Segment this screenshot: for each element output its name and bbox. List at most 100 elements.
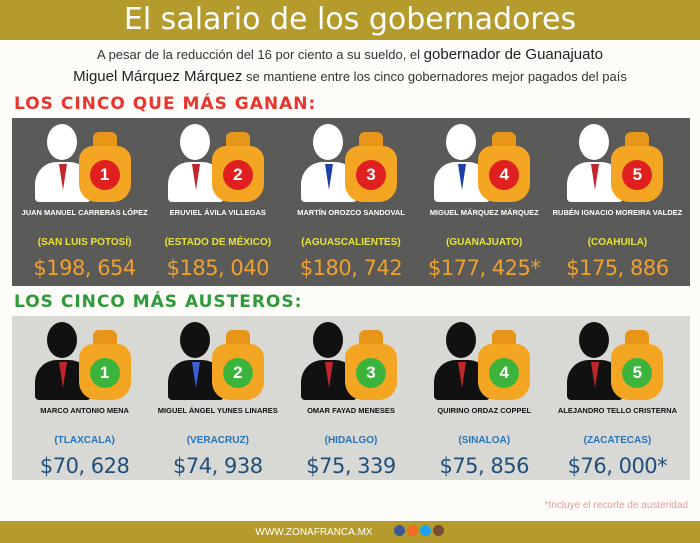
subtitle-line-2: Miguel Márquez Márquez se mantiene entre…: [0, 68, 700, 85]
tie-icon: [325, 164, 333, 190]
page-title: El salario de los gobernadores: [123, 2, 577, 37]
governor-card: 2 MIGUEL ÁNGEL YUNES LINARES (VERACRUZ) …: [151, 316, 284, 480]
governor-illustration: 5: [567, 124, 667, 206]
governor-name: MARCO ANTONIO MENA: [40, 406, 129, 415]
governor-name: ERUVIEL ÁVILA VILLEGAS: [169, 208, 266, 217]
tie-icon: [325, 362, 333, 388]
subtitle-line-1: A pesar de la reducción del 16 por cient…: [0, 46, 700, 63]
governor-card: 2 ERUVIEL ÁVILA VILLEGAS (ESTADO DE MÉXI…: [151, 118, 284, 286]
salary: $75, 856: [439, 454, 529, 478]
governor-card: 4 QUIRINO ORDAZ COPPEL (SINALOA) $75, 85…: [418, 316, 551, 480]
money-bag-icon: 5: [611, 330, 664, 400]
state-name: (SAN LUIS POTOSÍ): [18, 230, 151, 256]
salary: $185, 040: [166, 256, 270, 280]
salary: $175, 886: [566, 256, 669, 280]
person-head-icon: [46, 124, 77, 160]
tie-icon: [591, 362, 600, 388]
governor-name: MIGUEL MÁRQUEZ MÁRQUEZ: [429, 208, 539, 217]
person-head-icon: [46, 322, 77, 358]
state-label: (AGUASCALIENTES): [301, 237, 401, 248]
salary: $177, 425*: [428, 256, 541, 280]
governor-name: MARTÍN OROZCO SANDOVAL: [297, 208, 405, 217]
footnote: *Incluye el recorte de austeridad: [544, 500, 688, 511]
governor-card: 4 MIGUEL MÁRQUEZ MÁRQUEZ (GUANAJUATO) $1…: [418, 118, 551, 286]
person-head-icon: [446, 124, 477, 160]
state-name: (VERACRUZ): [151, 428, 284, 454]
governor-card: 3 OMAR FAYAD MENESES (HIDALGO) $75, 339: [284, 316, 417, 480]
twitter-icon[interactable]: [419, 525, 431, 536]
salary: $198, 654: [33, 256, 136, 280]
governor-illustration: 2: [167, 322, 268, 404]
facebook-icon[interactable]: [393, 525, 405, 536]
governor-illustration: 4: [434, 322, 534, 404]
state-label: (TLAXCALA): [54, 435, 115, 446]
governor-card: 5 RUBÉN IGNACIO MOREIRA VALDEZ (COAHUILA…: [551, 118, 684, 286]
state-name: (HIDALGO): [284, 428, 417, 454]
state-label: (SAN LUIS POTOSÍ): [37, 237, 132, 248]
state-label: (HIDALGO): [324, 435, 378, 446]
state-label: (COAHUILA): [587, 237, 648, 248]
state-name: (GUANAJUATO): [418, 230, 551, 256]
subtitle-text: A pesar de la reducción del 16 por cient…: [97, 47, 424, 62]
governor-card: 1 MARCO ANTONIO MENA (TLAXCALA) $70, 628: [18, 316, 151, 480]
state-label: (VERACRUZ): [186, 435, 249, 446]
rank-badge: 4: [489, 358, 520, 388]
governor-illustration: 3: [301, 322, 401, 404]
person-head-icon: [446, 322, 477, 358]
salary: $74, 938: [173, 454, 263, 478]
rank-badge: 2: [222, 358, 253, 388]
person-head-icon: [313, 322, 343, 358]
tie-icon: [591, 164, 600, 190]
governor-name: ALEJANDRO TELLO CRISTERNA: [557, 406, 677, 415]
governor-card: 1 JUAN MANUEL CARRERAS LÓPEZ (SAN LUIS P…: [18, 118, 151, 286]
rank-badge: 3: [356, 160, 386, 190]
tie-icon: [458, 362, 467, 388]
money-bag-icon: 2: [211, 330, 264, 400]
state-label: (ZACATECAS): [583, 435, 652, 446]
money-bag-icon: 1: [78, 330, 131, 400]
top-earners-panel: 1 JUAN MANUEL CARRERAS LÓPEZ (SAN LUIS P…: [12, 118, 690, 286]
state-name: (ZACATECAS): [551, 428, 684, 454]
money-bag-icon: 4: [478, 132, 531, 202]
governor-illustration: 4: [434, 124, 534, 206]
money-bag-icon: 1: [78, 132, 131, 202]
governor-card: 5 ALEJANDRO TELLO CRISTERNA (ZACATECAS) …: [551, 316, 684, 480]
footer: WWW.ZONAFRANCA.MX: [0, 521, 700, 543]
state-name: (AGUASCALIENTES): [284, 230, 417, 256]
rank-badge: 5: [622, 160, 653, 190]
austere-panel: 1 MARCO ANTONIO MENA (TLAXCALA) $70, 628…: [12, 316, 690, 480]
governor-name: JUAN MANUEL CARRERAS LÓPEZ: [21, 208, 148, 217]
money-bag-icon: 5: [611, 132, 664, 202]
state-name: (SINALOA): [418, 428, 551, 454]
governor-name: RUBÉN IGNACIO MOREIRA VALDEZ: [552, 208, 683, 217]
rank-badge: 5: [622, 358, 653, 388]
subtitle-emphasis: Miguel Márquez Márquez: [73, 68, 243, 85]
tie-icon: [58, 362, 67, 388]
salary: $76, 000*: [567, 454, 668, 478]
subtitle-text: se mantiene entre los cinco gobernadores…: [242, 69, 627, 84]
money-bag-icon: 3: [345, 330, 397, 400]
money-bag-icon: 3: [345, 132, 397, 202]
social-icons: [393, 523, 445, 541]
soundcloud-icon[interactable]: [406, 525, 418, 536]
governor-illustration: 1: [34, 322, 135, 404]
website-link[interactable]: WWW.ZONAFRANCA.MX: [255, 526, 373, 538]
governor-name: OMAR FAYAD MENESES: [307, 406, 395, 415]
subtitle-emphasis: gobernador de Guanajuato: [423, 46, 603, 63]
governor-illustration: 1: [34, 124, 135, 206]
money-bag-icon: 4: [478, 330, 531, 400]
person-head-icon: [179, 322, 210, 358]
title-banner: El salario de los gobernadores: [0, 0, 700, 40]
rank-badge: 4: [489, 160, 520, 190]
salary: $70, 628: [39, 454, 130, 478]
rank-badge: 3: [356, 358, 386, 388]
state-label: (GUANAJUATO): [446, 237, 523, 248]
rank-badge: 1: [89, 160, 120, 190]
tie-icon: [58, 164, 67, 190]
governor-name: MIGUEL ÁNGEL YUNES LINARES: [157, 406, 278, 415]
salary: $75, 339: [306, 454, 396, 478]
austere-heading: LOS CINCO MÁS AUSTEROS:: [14, 292, 303, 312]
state-label: (ESTADO DE MÉXICO): [164, 237, 272, 248]
person-head-icon: [579, 322, 610, 358]
instagram-icon[interactable]: [432, 525, 444, 536]
